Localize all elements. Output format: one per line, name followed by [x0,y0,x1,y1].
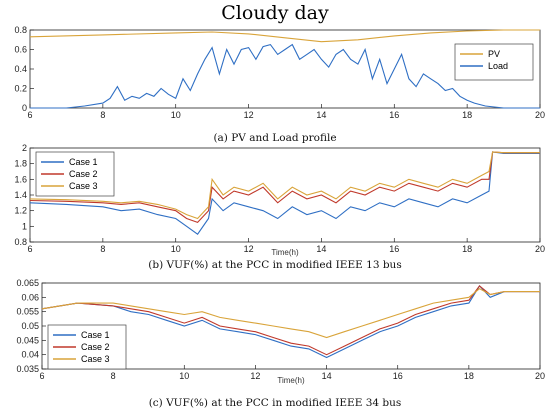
panel-c-xlabel: Time(h) [277,376,305,385]
panel-b-xlabel: Time(h) [271,248,299,257]
panel-a-xtick-label: 8 [100,110,105,120]
panel-c-xtick-label: 6 [39,371,44,381]
panel-c-ytick-label: 0.065 [16,278,39,288]
panel-b-legend-label: Case 1 [69,157,98,167]
panel-b-ytick-label: 1.2 [14,206,27,216]
panel-a-series-load [30,43,540,109]
panel-b-ytick-label: 0.8 [14,237,27,247]
panel-b-series-case-3 [29,151,540,220]
panel-a-ytick-label: 0.6 [14,45,27,55]
panel-b-ytick-label: 1 [22,221,27,231]
panel-b-xtick-label: 20 [535,244,545,254]
panel-a-xtick-label: 6 [27,110,32,120]
panel-c-series-case-1 [41,284,540,359]
panel-a-legend-label: Load [488,61,508,71]
panel-c-xtick-label: 14 [322,371,332,381]
panel-a-xtick-label: 12 [244,110,254,120]
panel-b-xtick-label: 10 [171,244,181,254]
panel-c-series-case-3 [41,288,540,339]
panel-a-xtick-label: 14 [316,110,326,120]
panel-b-ytick-label: 1.6 [14,174,27,184]
panel-b-legend-label: Case 2 [69,169,98,179]
panel-c-ytick-label: 0.035 [16,364,39,374]
panel-b-xtick-label: 12 [244,244,254,254]
panel-a-ytick-label: 0.4 [14,64,27,74]
panel-c-xtick-label: 12 [250,371,260,381]
panel-a-xtick-label: 20 [535,110,545,120]
panel-b-xtick-label: 6 [27,244,32,254]
panel-b-caption: (b) VUF(%) at the PCC in modified IEEE 1… [148,259,401,271]
panel-b-xtick-label: 14 [316,244,326,254]
panel-a-ytick-label: 0.2 [14,84,27,94]
panel-c-xtick-label: 8 [111,371,116,381]
panel-c-xtick-label: 10 [179,371,189,381]
panel-c-series-case-2 [41,285,540,356]
panel-b-xtick-label: 18 [462,244,472,254]
panel-c-legend-label: Case 3 [81,354,110,364]
panel-a-legend-label: PV [488,49,500,59]
panel-c-ytick-label: 0.06 [21,292,39,302]
panel-c-ytick-label: 0.04 [21,350,39,360]
panel-c-caption: (c) VUF(%) at the PCC in modified IEEE 3… [149,397,402,409]
panel-a-xtick-label: 16 [389,110,399,120]
panel-c-xtick-label: 20 [535,371,545,381]
panel-b-series-case-2 [29,151,540,224]
panel-c-legend-label: Case 1 [81,330,110,340]
panel-b-legend-label: Case 3 [69,181,98,191]
panel-c-legend-label: Case 2 [81,342,110,352]
panel-a-ytick-label: 0 [22,103,27,113]
panel-a-xtick-label: 10 [171,110,181,120]
panel-c-ytick-label: 0.055 [16,307,39,317]
panel-c-ytick-label: 0.045 [16,335,39,345]
panel-b-ytick-label: 1.8 [14,159,27,169]
panel-a-legend [454,43,534,81]
panel-a-ytick-label: 0.8 [14,25,27,35]
panel-b-xtick-label: 8 [100,244,105,254]
panel-c-xtick-label: 18 [464,371,474,381]
panel-b-ytick-label: 1.4 [14,190,27,200]
panel-b-xtick-label: 16 [389,244,399,254]
panel-a-series-pv [29,29,540,43]
panel-c-xtick-label: 16 [393,371,403,381]
panel-c-ytick-label: 0.05 [21,321,39,331]
panel-a-xtick-label: 18 [462,110,472,120]
panel-b-series-case-1 [29,151,540,235]
panel-a-caption: (a) PV and Load profile [213,132,336,144]
figure-title: Cloudy day [221,2,329,24]
panel-b-ytick-label: 2 [22,143,27,153]
